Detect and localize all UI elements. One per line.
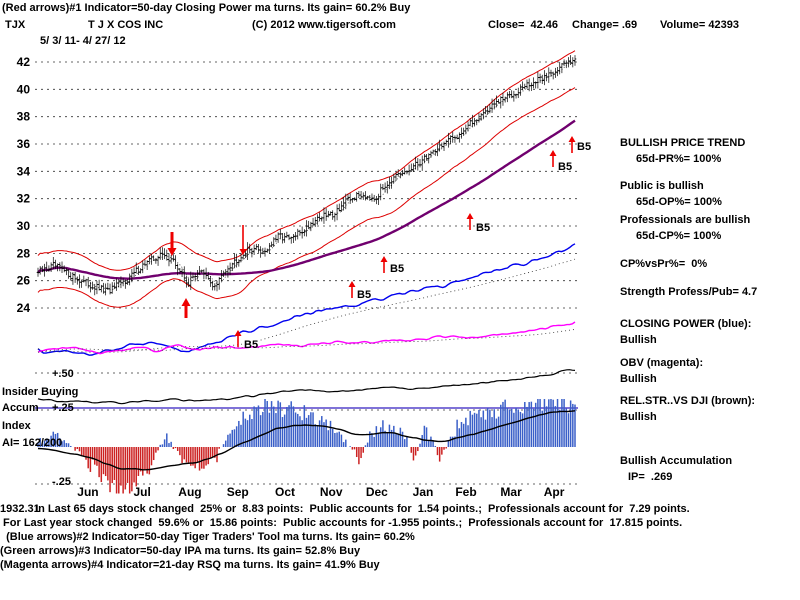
ai-reading: AI= 162/200 [2,437,63,449]
candlestick-series [36,55,577,296]
svg-text:Sep: Sep [227,485,249,499]
scale-minus25-label: -.25 [52,476,71,488]
svg-text:36: 36 [17,137,31,151]
svg-text:Oct: Oct [275,485,295,499]
svg-text:B5: B5 [558,161,572,173]
company-name: T J X COS INC [88,19,164,31]
svg-text:B5: B5 [476,222,490,234]
obv-line [37,321,576,355]
svg-text:Aug: Aug [178,485,201,499]
moving-average-lines [37,61,576,290]
svg-text:B5: B5 [357,289,371,301]
svg-text:42: 42 [17,55,31,69]
obv-label: OBV (magenta): [620,357,704,369]
svg-text:38: 38 [17,110,31,124]
cp-vs-pr: CP%vsPr%= 0% [620,258,708,270]
index-label: Index [2,420,31,432]
svg-text:Jan: Jan [413,485,434,499]
accumulation-histogram [37,399,576,494]
scale-plus25-label: +.25 [52,402,74,414]
svg-text:B5: B5 [390,263,404,275]
cp-percent: 65d-CP%= 100% [636,230,722,242]
price-trend-status: BULLISH PRICE TREND [620,137,746,149]
svg-text:32: 32 [17,192,31,206]
indicator4-legend: (Magenta arrows)#4 Indicator=21-day RSQ … [0,559,380,571]
change-value: Change= .69 [572,19,638,31]
close-value: Close= 42.46 [488,19,559,31]
scale-plus50-label: +.50 [52,368,74,380]
closing-power-status: Bullish [620,334,657,346]
indicator1-legend: (Red arrows)#1 Indicator=50-day Closing … [2,2,411,14]
public-status: Public is bullish [620,180,704,192]
svg-text:26: 26 [17,274,31,288]
svg-text:Feb: Feb [455,485,476,499]
svg-text:34: 34 [17,164,31,178]
insider-buying-label: Insider Buying [2,386,79,398]
rel-str-label: REL.STR..VS DJI (brown): [620,395,756,407]
relative-strength-line [37,369,576,405]
op-percent: 65d-OP%= 100% [636,196,722,208]
footer-year-stats: For Last year stock changed 59.6% or 15.… [0,517,683,529]
svg-text:30: 30 [17,219,31,233]
svg-text:Jun: Jun [77,485,98,499]
accumulation-status: Bullish Accumulation [620,455,733,467]
svg-text:Apr: Apr [544,485,565,499]
x-axis-month-labels: Jun Jul Aug Sep Oct Nov Dec Jan Feb Mar Apr [77,485,564,499]
ticker-symbol: TJX [5,19,26,31]
svg-text:B5: B5 [577,141,591,153]
accum-label: Accum [2,402,39,414]
svg-text:Mar: Mar [500,485,522,499]
footer-65day-stats: In Last 65 days stock changed 25% or 8.8… [32,503,690,515]
svg-text:24: 24 [17,301,31,315]
obv-status: Bullish [620,373,657,385]
indicator3-legend: (Green arrows)#3 Indicator=50-day IPA ma… [0,545,361,557]
pr-percent: 65d-PR%= 100% [636,153,722,165]
accumulation-index-line [37,410,576,471]
svg-text:B5: B5 [244,339,258,351]
signal-arrows: B5 B5 B5 B5 B5 B5 [167,136,591,351]
ip-value: IP= .269 [628,471,673,483]
date-range: 5/ 3/ 11- 4/ 27/ 12 [40,35,126,47]
svg-text:Dec: Dec [366,485,388,499]
svg-text:Jul: Jul [134,485,151,499]
volume-value: Volume= 42393 [660,19,739,31]
closing-power-label: CLOSING POWER (blue): [620,318,752,330]
svg-text:28: 28 [17,246,31,260]
copyright-label: (C) 2012 www.tigersoft.com [252,19,396,31]
svg-text:Nov: Nov [320,485,343,499]
footer-overlay-number: 1932.31 [0,503,40,515]
closing-power-line [37,243,576,356]
professionals-status: Professionals are bullish [620,214,751,226]
svg-text:40: 40 [17,82,31,96]
rel-str-status: Bullish [620,411,657,423]
price-grid: 42 40 38 36 34 32 30 28 26 24 [17,55,578,485]
strength-ratio: Strength Profess/Pub= 4.7 [620,286,758,298]
indicator2-legend: (Blue arrows)#2 Indicator=50-day Tiger T… [0,531,415,543]
